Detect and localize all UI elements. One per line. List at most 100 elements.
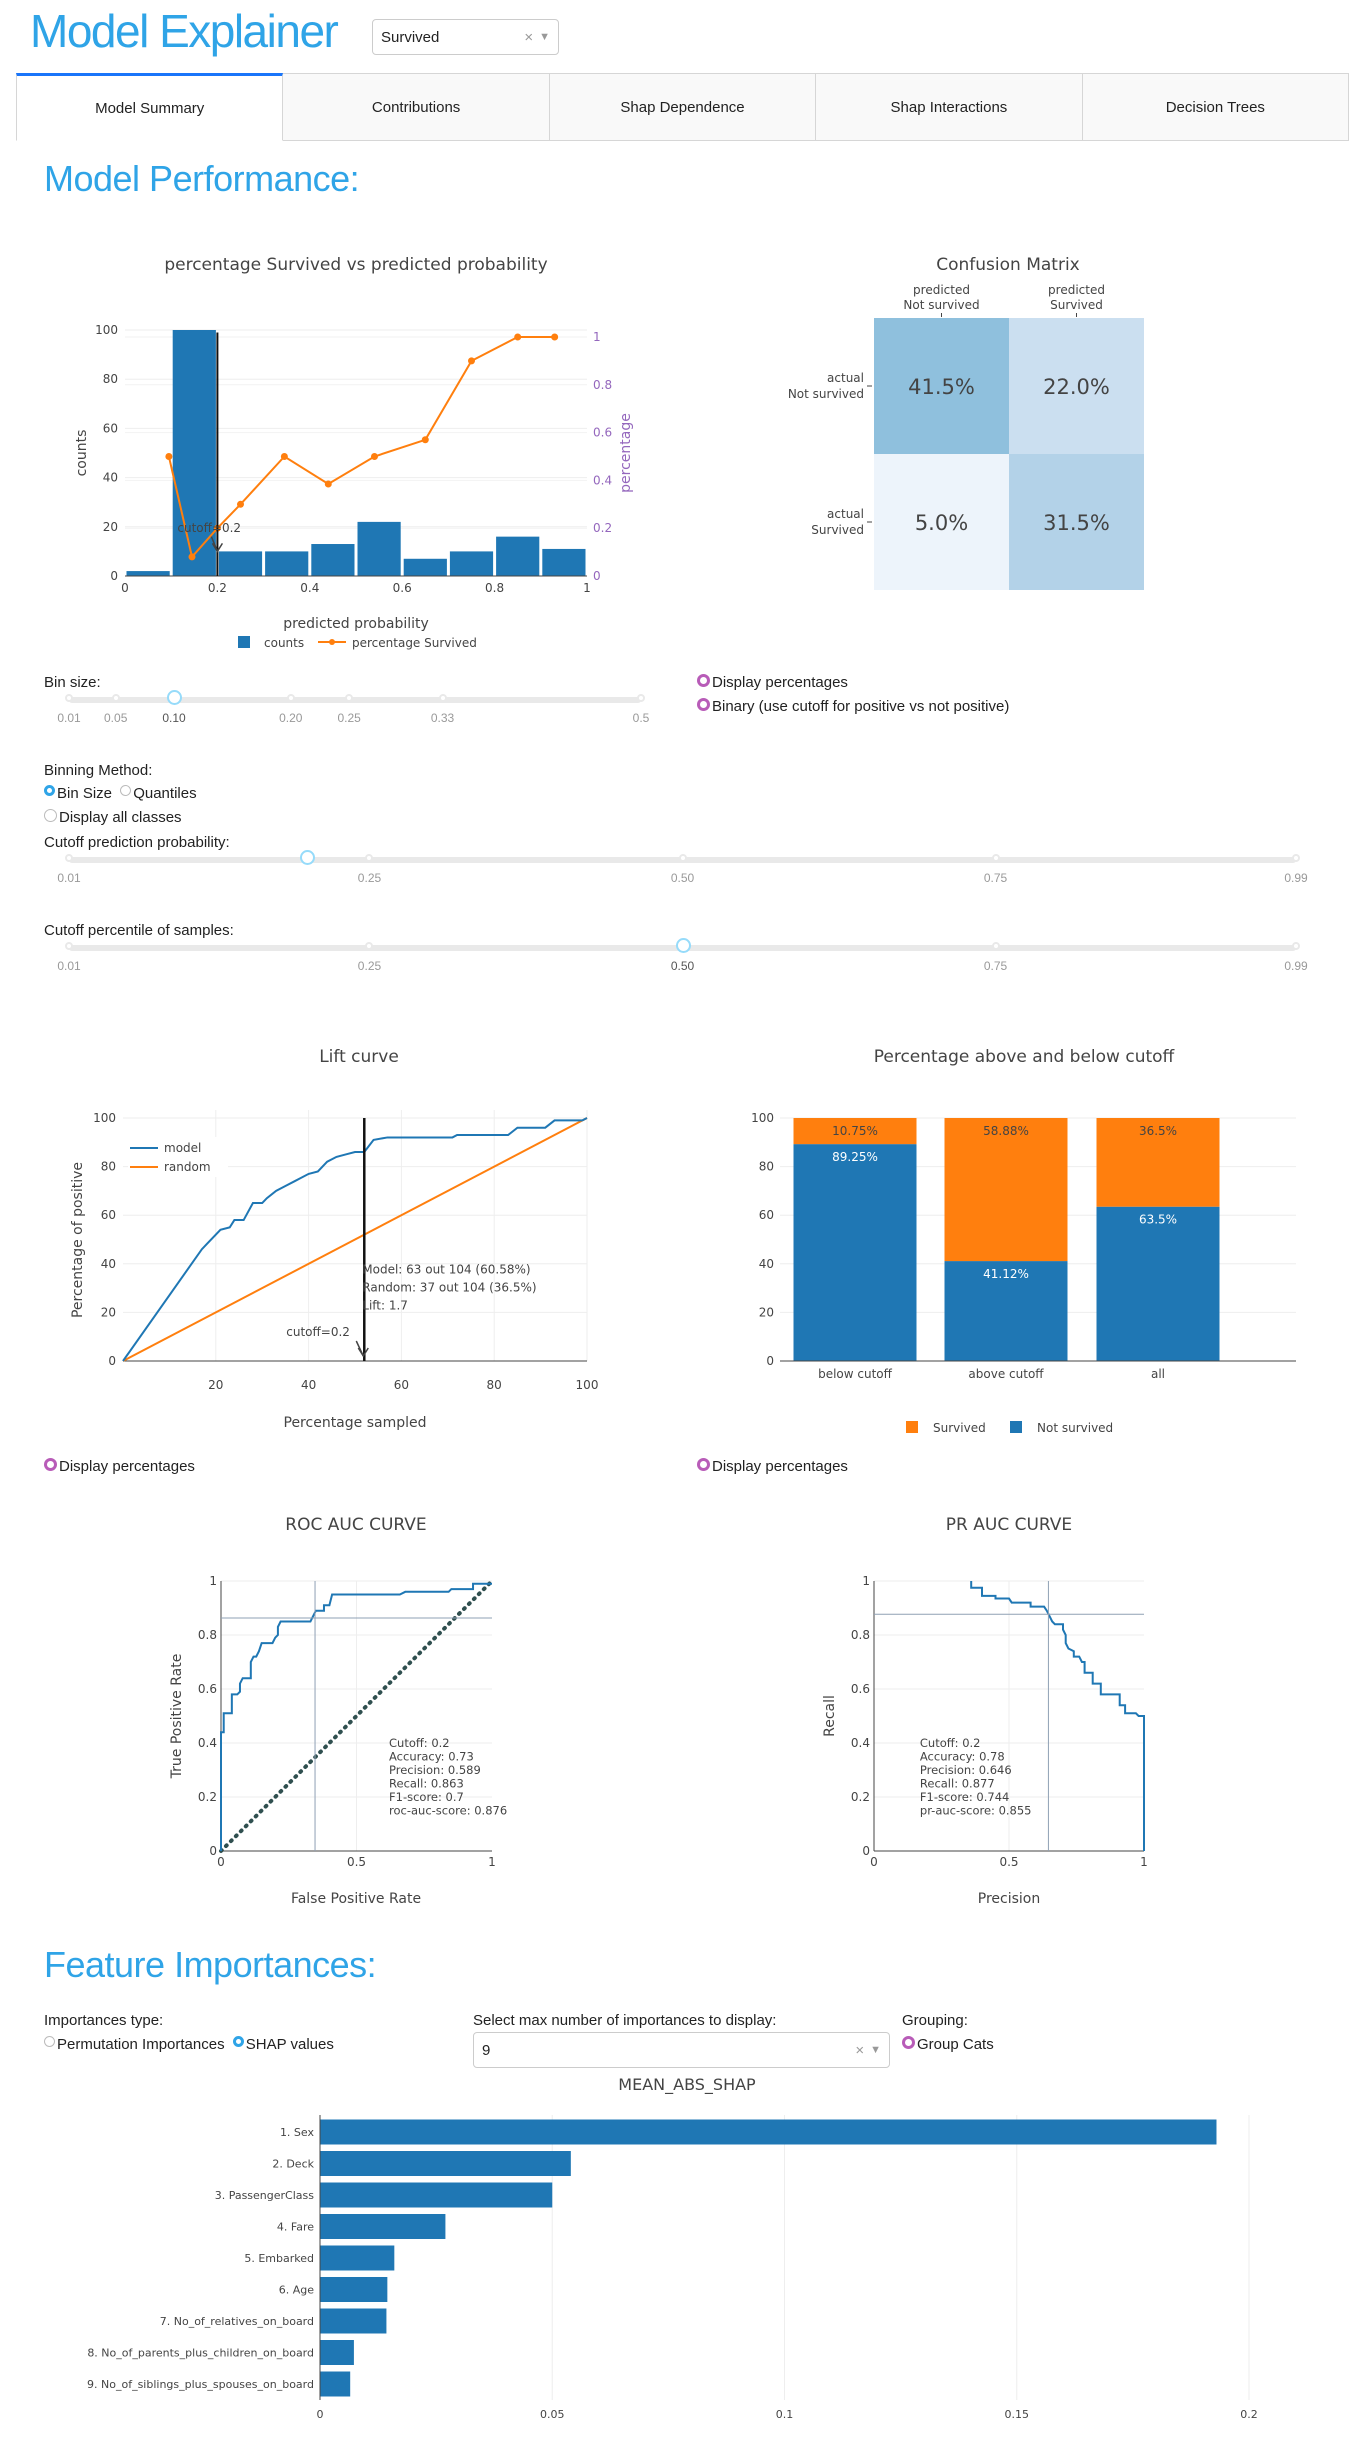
radio-quantiles[interactable]: Quantiles [120,785,197,802]
slider-tick-label: 0.25 [357,871,382,885]
slider-tick-dot[interactable] [365,942,374,950]
x-tick-label: 60 [394,1378,409,1392]
radio-bin-size[interactable]: Bin Size [44,785,112,802]
percentage-point [421,436,429,444]
display-percentages-label: Display percentages [712,674,848,691]
row-label: actual [827,507,864,521]
max-importances-select[interactable]: 9 × ▼ [473,2032,890,2068]
importance-bar [320,2214,446,2239]
lift-annotation: Random: 37 out 104 (36.5%) [362,1281,536,1295]
x-tick-label: 80 [487,1378,502,1392]
cutoff-annotation: cutoff=0.2 [286,1325,350,1339]
annotation-arrow-head [211,543,224,553]
x-axis-title: Percentage sampled [284,1415,427,1431]
lift-display-percentages-toggle[interactable]: Display percentages [44,1458,195,1475]
slider-tick-dot[interactable] [286,694,295,702]
binary-toggle[interactable]: Binary (use cutoff for positive vs not p… [697,698,1009,715]
importances-type-label: Importances type: [44,2012,164,2029]
importance-bar [320,2119,1217,2145]
importance-bar [320,2277,388,2302]
confusion-cell-label: 31.5% [1043,511,1110,535]
radio-label: Permutation Importances [57,2036,225,2053]
slider-handle[interactable] [675,938,691,953]
cutoff-display-percentages-toggle[interactable]: Display percentages [697,1458,848,1475]
y2-tick-label: 0.2 [593,521,612,535]
cutoff-percentile-slider[interactable]: 0.01 0.25 0.50 0.75 0.99 [57,938,1308,973]
feature-label: 5. Embarked [244,2252,314,2265]
x-tick-label: 0.5 [347,1855,366,1869]
clear-icon[interactable]: × [855,2041,865,2059]
row-label: Not survived [788,387,864,401]
radio-shap[interactable]: SHAP values [232,2036,334,2053]
annotation-arrow-head [357,1347,369,1358]
column-label: Not survived [903,298,979,312]
tab-model-summary[interactable]: Model Summary [16,73,284,141]
y-tick-label: 0.6 [198,1682,217,1696]
slider-tick-dot[interactable] [65,942,73,950]
slider-tick-dot[interactable] [65,854,73,862]
slider-tick-dot[interactable] [637,694,645,702]
tab-contributions[interactable]: Contributions [283,73,550,140]
slider-tick-dot[interactable] [438,694,447,702]
y-tick-label: 80 [101,1160,116,1174]
chevron-down-icon[interactable]: ▼ [870,2044,881,2056]
bar-label: 63.5% [1139,1213,1177,1227]
tab-bar: Model Summary Contributions Shap Depende… [16,73,1350,141]
tab-shap-dependence[interactable]: Shap Dependence [549,73,817,140]
display-percentages-toggle[interactable]: Display percentages [697,674,848,691]
importance-bar [320,2371,351,2397]
feature-label: 2. Deck [272,2158,314,2171]
slider-tick-dot[interactable] [678,854,687,862]
slider-tick-dot[interactable] [111,694,120,702]
bar-label: 41.12% [983,1267,1029,1281]
bin-size-slider[interactable]: 0.01 0.05 0.10 0.20 0.25 0.33 0.5 [57,690,649,725]
percentage-point [551,333,559,341]
slider-handle[interactable] [167,690,183,705]
slider-tick-label: 0.25 [357,959,382,973]
x-tick-label: 1 [583,581,591,595]
slider-tick-dot[interactable] [991,854,1000,862]
display-all-classes-toggle[interactable]: Display all classes [44,809,182,826]
checkbox-icon[interactable] [697,674,710,687]
y-tick-label: 40 [759,1257,774,1271]
radio-permutation[interactable]: Permutation Importances [44,2036,225,2053]
histogram-bar [403,558,447,576]
y2-tick-label: 0 [593,569,601,583]
stats-text: F1-score: 0.744 [920,1790,1009,1804]
slider-handle[interactable] [299,850,315,865]
checkbox-icon[interactable] [697,698,710,711]
histogram-bar [311,544,355,576]
x-tick-label: 0.1 [776,2408,794,2421]
slider-tick-dot[interactable] [345,694,354,702]
legend-label: model [164,1141,201,1155]
tab-decision-trees[interactable]: Decision Trees [1082,73,1350,140]
slider-tick-dot[interactable] [1292,942,1300,950]
stats-text: Precision: 0.646 [920,1763,1012,1777]
radio-icon[interactable] [120,785,132,796]
checkbox-icon[interactable] [44,1458,57,1471]
radio-icon[interactable] [232,2036,244,2047]
legend-marker [329,639,335,645]
slider-tick-dot[interactable] [991,942,1000,950]
chevron-down-icon[interactable]: ▼ [539,31,550,43]
group-cats-toggle[interactable]: Group Cats [902,2036,994,2053]
target-select[interactable]: Survived × ▼ [372,19,559,55]
checkbox-icon[interactable] [697,1458,710,1471]
percentage-point [165,453,173,460]
slider-tick-dot[interactable] [65,694,73,702]
y2-tick-label: 0.4 [593,473,612,487]
clear-icon[interactable]: × [524,28,534,46]
checkbox-icon[interactable] [44,809,57,822]
x-tick-label: below cutoff [818,1367,893,1381]
radio-icon[interactable] [44,2036,55,2047]
legend-swatch-survived [906,1421,918,1433]
chart-title: Lift curve [319,1047,399,1067]
slider-tick-dot[interactable] [365,854,374,862]
slider-tick-dot[interactable] [1292,854,1300,862]
radio-icon[interactable] [44,785,55,796]
cutoff-probability-slider[interactable]: 0.01 0.25 0.50 0.75 0.99 [57,850,1308,885]
checkbox-icon[interactable] [902,2036,915,2049]
percentage-point [188,553,196,561]
slider-tick-label: 0.5 [632,711,650,725]
tab-shap-interactions[interactable]: Shap Interactions [816,73,1083,140]
